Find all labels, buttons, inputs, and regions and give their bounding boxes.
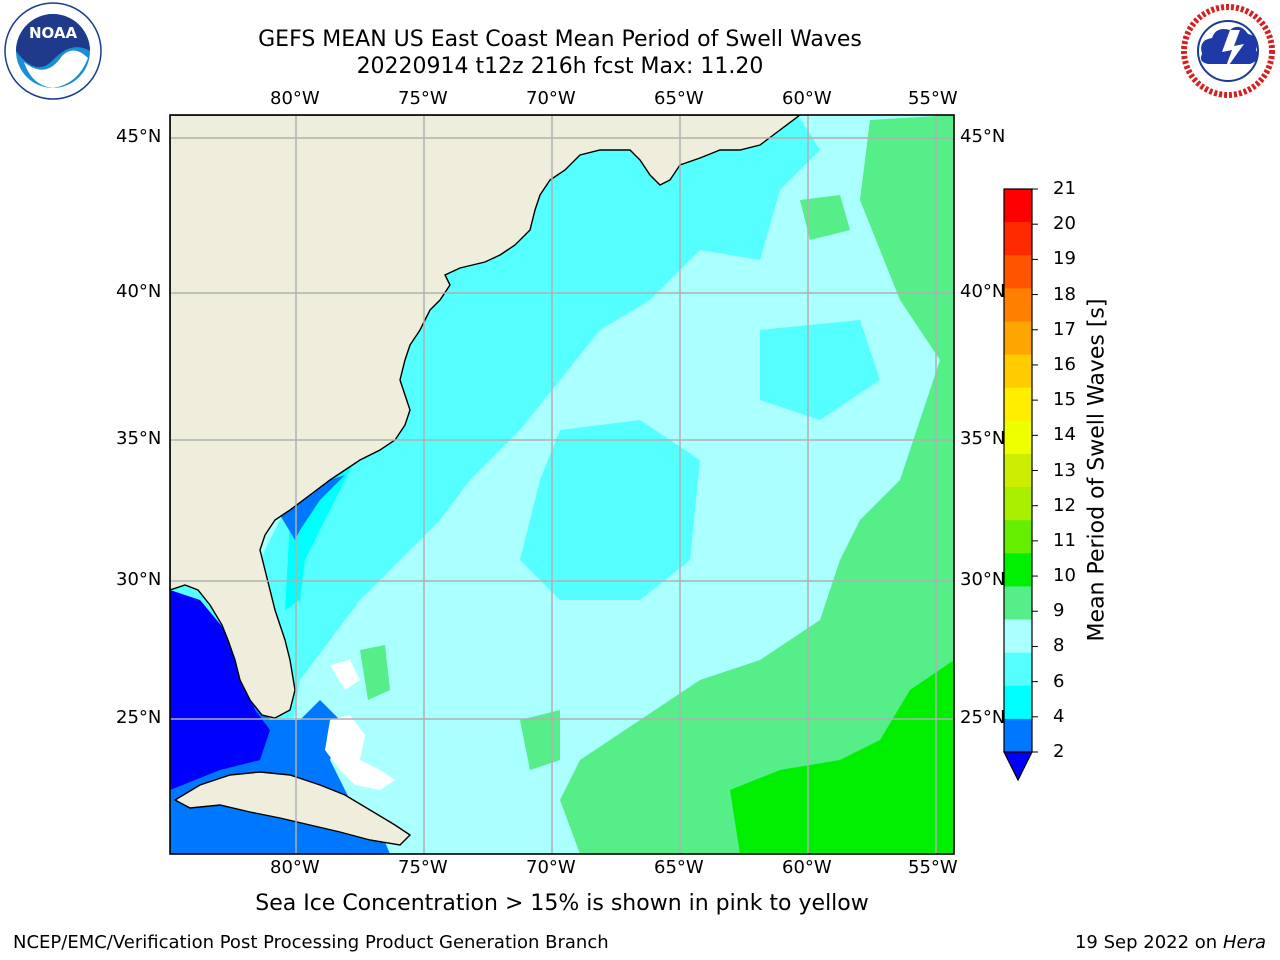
colorbar-swatch bbox=[1004, 288, 1032, 322]
colorbar-swatch bbox=[1004, 321, 1032, 356]
colorbar-swatch bbox=[1004, 553, 1032, 587]
colorbar-tick-label: 20 bbox=[1053, 213, 1076, 235]
lat-label-right-35n: 35°N bbox=[960, 428, 1006, 449]
colorbar-swatch bbox=[1004, 387, 1032, 422]
colorbar-tick-label: 15 bbox=[1053, 389, 1076, 411]
region-9-10-d bbox=[360, 645, 390, 700]
colorbar-swatch bbox=[1004, 255, 1032, 289]
colorbar-tick-label: 10 bbox=[1053, 565, 1076, 587]
lat-label-right-45n: 45°N bbox=[960, 126, 1006, 147]
region-6-8-c bbox=[430, 330, 540, 420]
region-9-10 bbox=[560, 115, 954, 854]
colorbar-tick-label: 21 bbox=[1053, 178, 1076, 199]
lon-label-top-75w: 75°W bbox=[398, 88, 448, 109]
svg-text:NOAA: NOAA bbox=[29, 24, 78, 42]
colorbar-extend-arrow bbox=[1003, 751, 1033, 782]
lon-label-bottom-55w: 55°W bbox=[908, 857, 958, 878]
footer-date-text: 19 Sep 2022 on bbox=[1074, 932, 1218, 953]
lon-label-top-80w: 80°W bbox=[270, 88, 320, 109]
colorbar-swatch bbox=[1004, 718, 1032, 753]
footer-date: 19 Sep 2022 on Hera bbox=[1075, 932, 1266, 953]
region-below-2 bbox=[170, 590, 270, 790]
colorbar-tick-label: 6 bbox=[1053, 670, 1065, 692]
region-4-6 bbox=[285, 450, 360, 610]
region-6-8-b bbox=[520, 420, 700, 600]
land-north-america bbox=[170, 115, 802, 719]
map-subtitle: 20220914 t12z 216h fcst Max: 11.20 bbox=[356, 54, 764, 79]
colorbar-tick-label: 2 bbox=[1053, 741, 1065, 762]
colorbar-swatch bbox=[1004, 453, 1032, 488]
colorbar-tick-label: 17 bbox=[1053, 318, 1076, 340]
region-6-8-d bbox=[760, 320, 880, 420]
colorbar-swatch bbox=[1004, 222, 1032, 256]
colorbar-tick-label: 8 bbox=[1053, 635, 1065, 657]
noaa-logo: NOAA bbox=[4, 2, 102, 100]
lon-label-top-70w: 70°W bbox=[526, 88, 576, 109]
colorbar-swatch bbox=[1004, 487, 1032, 521]
colorbar-swatch bbox=[1004, 652, 1032, 687]
colorbar-swatch bbox=[1004, 685, 1032, 720]
land-bahamas-b bbox=[330, 660, 360, 690]
region-9-10-b bbox=[520, 710, 560, 770]
lon-label-bottom-75w: 75°W bbox=[398, 857, 448, 878]
colorbar-swatch bbox=[1004, 420, 1032, 455]
colorbar-tick-label: 12 bbox=[1053, 494, 1076, 516]
colorbar-swatch bbox=[1004, 586, 1032, 621]
map-frame bbox=[169, 114, 955, 855]
lat-label-left-45n: 45°N bbox=[116, 126, 162, 147]
lat-label-left-25n: 25°N bbox=[116, 707, 162, 728]
colorbar-frame bbox=[1003, 188, 1033, 753]
colorbar-tick-label: 19 bbox=[1053, 248, 1076, 270]
lon-label-bottom-60w: 60°W bbox=[782, 857, 832, 878]
graticule bbox=[170, 115, 954, 854]
colorbar-label: Mean Period of Swell Waves [s] bbox=[1084, 298, 1110, 642]
colorbar-swatch bbox=[1004, 619, 1032, 654]
lon-label-top-60w: 60°W bbox=[782, 88, 832, 109]
lat-label-right-30n: 30°N bbox=[960, 569, 1006, 590]
lon-label-bottom-70w: 70°W bbox=[526, 857, 576, 878]
colorbar-tick-label: 4 bbox=[1053, 705, 1065, 727]
lat-label-left-35n: 35°N bbox=[116, 428, 162, 449]
lat-label-right-40n: 40°N bbox=[960, 281, 1006, 302]
lon-label-bottom-65w: 65°W bbox=[654, 857, 704, 878]
colorbar-tick-label: 18 bbox=[1053, 283, 1076, 305]
lon-label-top-55w: 55°W bbox=[908, 88, 958, 109]
lon-label-top-65w: 65°W bbox=[654, 88, 704, 109]
lon-label-bottom-80w: 80°W bbox=[270, 857, 320, 878]
colorbar-swatch bbox=[1004, 520, 1032, 554]
lat-label-right-25n: 25°N bbox=[960, 707, 1006, 728]
sea-ice-note: Sea Ice Concentration > 15% is shown in … bbox=[255, 891, 869, 916]
region-10-11 bbox=[730, 660, 954, 854]
colorbar bbox=[1003, 188, 1038, 782]
land-bahamas bbox=[325, 715, 395, 790]
map-title: GEFS MEAN US East Coast Mean Period of S… bbox=[258, 27, 862, 52]
footer-host: Hera bbox=[1222, 932, 1266, 953]
colorbar-swatch bbox=[1004, 354, 1032, 389]
colorbar-tick-label: 13 bbox=[1053, 459, 1076, 481]
colorbar-tick-label: 11 bbox=[1053, 529, 1076, 551]
region-9-10-c bbox=[800, 195, 850, 240]
colorbar-tick-label: 9 bbox=[1053, 600, 1065, 622]
land-cuba bbox=[173, 771, 412, 846]
lat-label-left-30n: 30°N bbox=[116, 569, 162, 590]
colorbar-tick-label: 14 bbox=[1053, 424, 1076, 446]
lat-label-left-40n: 40°N bbox=[116, 281, 162, 302]
colorbar-swatch bbox=[1004, 189, 1032, 223]
colorbar-tick-label: 16 bbox=[1053, 353, 1076, 375]
footer-credit: NCEP/EMC/Verification Post Processing Pr… bbox=[13, 932, 609, 953]
nws-logo bbox=[1181, 4, 1275, 98]
